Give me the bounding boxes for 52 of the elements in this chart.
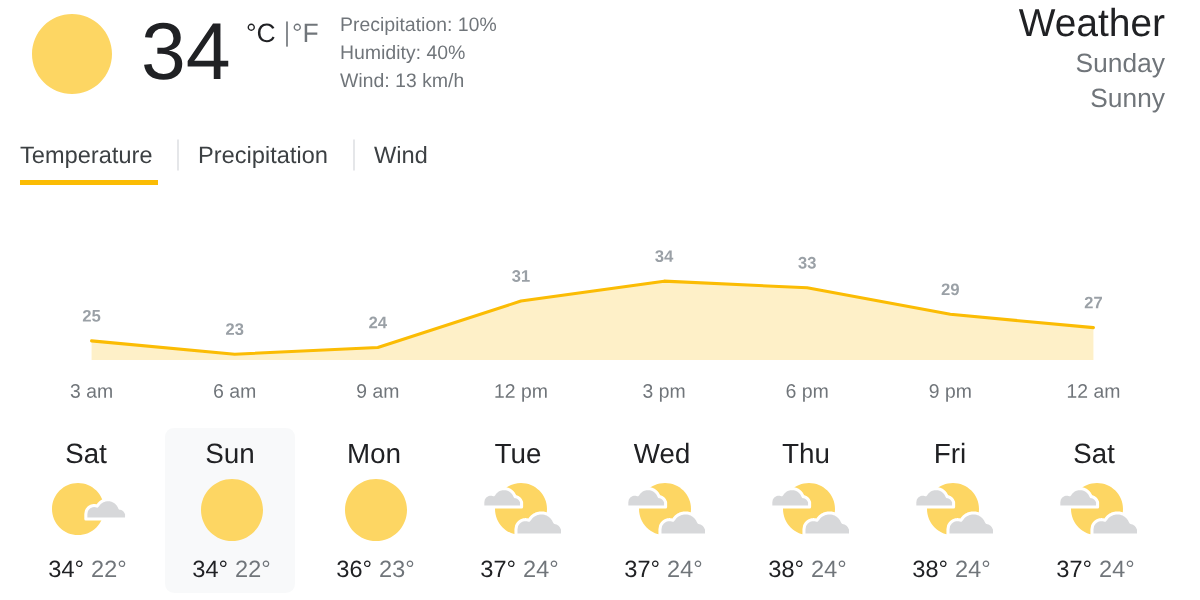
category-label: Sat	[1074, 443, 1115, 464]
text: 34°	[49, 560, 83, 578]
x-tick-label: 12 am	[1067, 384, 1120, 398]
text: 24°	[524, 560, 558, 577]
data-label: 31	[512, 270, 530, 282]
x-tick-label: 12 pm	[495, 384, 547, 402]
data-label: 27	[1084, 296, 1102, 309]
category-label: Thu	[782, 442, 829, 464]
text: 22°	[236, 560, 270, 577]
data-label: 23	[226, 323, 244, 336]
text: 23°	[380, 560, 414, 578]
text: Sunny	[1091, 88, 1165, 113]
text: 37°	[1057, 560, 1091, 578]
text: Precipitation: 10%	[341, 16, 497, 36]
text: Humidity: 40%	[341, 44, 465, 64]
category-label: Tue	[495, 443, 541, 464]
data-label: 34	[655, 250, 674, 263]
text: 37°	[481, 560, 515, 578]
text: 24°	[812, 560, 846, 577]
text: °C	[247, 23, 275, 43]
x-tick-label: 9 am	[357, 384, 399, 398]
text: Weather	[1018, 7, 1165, 37]
x-tick-label: 6 pm	[786, 384, 828, 402]
x-tick-label: 3 pm	[643, 384, 685, 402]
text: 34	[144, 22, 229, 80]
x-tick-label: 6 am	[214, 384, 256, 398]
text: Wind	[374, 145, 427, 164]
text: °F	[293, 23, 318, 42]
data-label: 33	[798, 256, 816, 269]
category-label: Wed	[633, 442, 689, 464]
text: Sunday	[1076, 52, 1165, 78]
text: Precipitation	[199, 145, 327, 168]
category-label: Mon	[349, 443, 400, 464]
text: 22°	[92, 560, 126, 577]
text: 37°	[625, 560, 659, 578]
text: 34°	[193, 560, 227, 578]
text: 38°	[913, 560, 947, 578]
text: 38°	[769, 560, 803, 578]
category-label: Sun	[206, 443, 253, 464]
data-label: 29	[941, 283, 959, 296]
data-label: 25	[82, 309, 101, 322]
text: 24°	[668, 560, 702, 577]
text: 24°	[956, 560, 990, 577]
x-tick-label: 3 am	[70, 384, 112, 398]
category-label: Fri	[936, 442, 965, 463]
text: 24°	[1100, 560, 1134, 577]
data-label: 24	[369, 316, 387, 329]
text: Temperature	[20, 146, 152, 168]
x-tick-label: 9 pm	[929, 384, 971, 402]
text: Wind: 13 km/h	[340, 72, 464, 88]
text: 36°	[337, 560, 371, 578]
category-label: Sat	[66, 443, 107, 464]
